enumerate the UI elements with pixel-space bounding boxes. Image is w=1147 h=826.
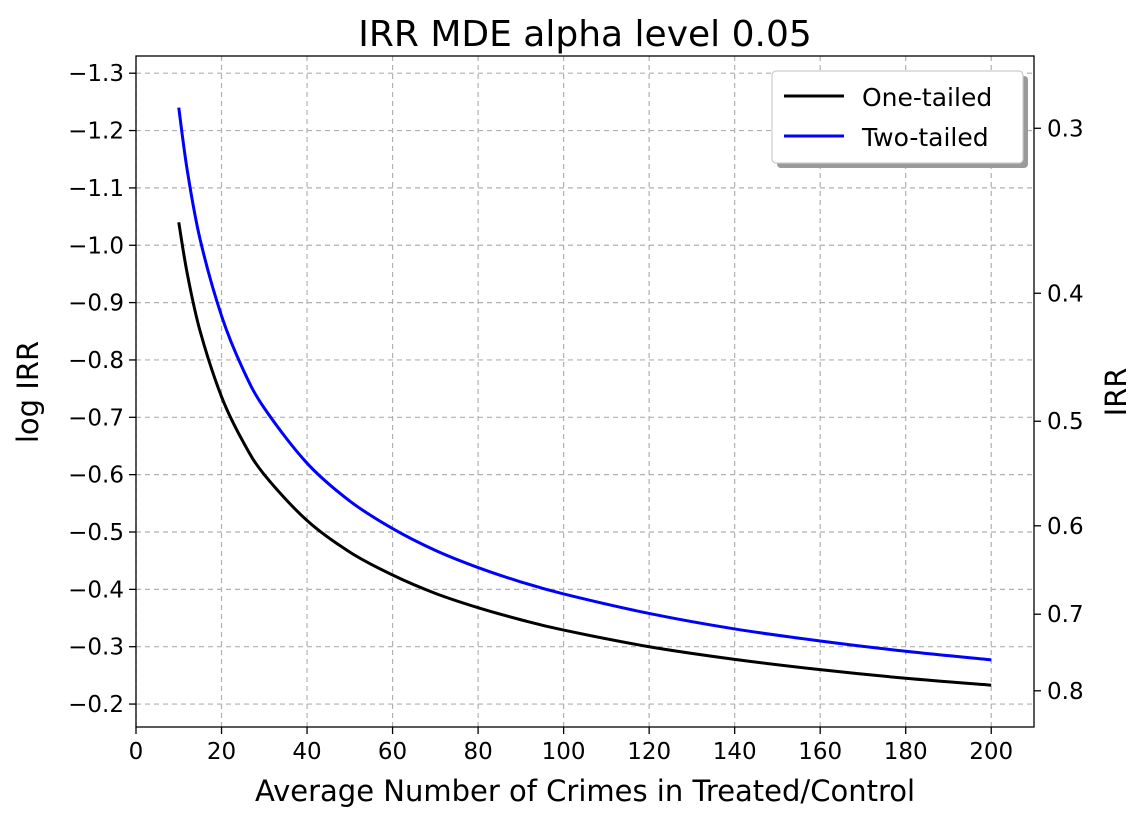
series-lines — [177, 107, 992, 687]
y-axis-label: log IRR — [11, 341, 45, 443]
series-line-one-tailed — [177, 222, 992, 687]
y-tick-label: −0.5 — [68, 520, 124, 546]
plot-frame — [135, 55, 1035, 728]
x-tick-label: 20 — [207, 739, 236, 765]
x-tick-label: 140 — [713, 739, 757, 765]
y-tick-label: −1.1 — [68, 176, 124, 202]
y-tick-label: −0.3 — [68, 635, 124, 661]
y-tick-label: −0.7 — [68, 405, 124, 431]
chart-title: IRR MDE alpha level 0.05 — [358, 14, 812, 55]
y-tick-label: −1.2 — [68, 119, 124, 145]
x-tick-label: 200 — [969, 739, 1013, 765]
legend-label-two-tailed: Two-tailed — [861, 123, 989, 152]
legend: One-tailed Two-tailed — [771, 70, 1028, 168]
series-line-two-tailed — [177, 107, 992, 662]
x-axis-label: Average Number of Crimes in Treated/Cont… — [255, 774, 915, 808]
x-tick-label: 100 — [542, 739, 586, 765]
legend-label-one-tailed: One-tailed — [862, 83, 992, 112]
y2-axis-label: IRR — [1099, 368, 1133, 417]
y2-tick-label: 0.6 — [1047, 514, 1084, 540]
legend-box — [771, 70, 1024, 164]
y-tick-label: −1.3 — [68, 61, 124, 87]
y-tick-label: −1.0 — [68, 233, 124, 259]
x-tick-label: 40 — [292, 739, 321, 765]
axis-ticks: 0 20 40 60 80 100 120 140 160 180 200 −0.2 −0.3 −0.4 −… — [68, 61, 1083, 765]
y-tick-label: −0.6 — [68, 463, 124, 489]
x-tick-label: 80 — [463, 739, 492, 765]
x-tick-label: 160 — [798, 739, 842, 765]
y2-tick-label: 0.7 — [1047, 602, 1084, 628]
x-tick-label: 0 — [129, 739, 144, 765]
y2-tick-label: 0.5 — [1047, 409, 1084, 435]
y-tick-label: −0.4 — [68, 577, 124, 603]
x-tick-label: 120 — [627, 739, 671, 765]
y2-tick-label: 0.8 — [1047, 679, 1084, 705]
x-tick-label: 60 — [378, 739, 407, 765]
y-tick-label: −0.9 — [68, 291, 124, 317]
y-tick-label: −0.8 — [68, 348, 124, 374]
y2-tick-label: 0.4 — [1047, 281, 1084, 307]
y-tick-label: −0.2 — [68, 692, 124, 718]
x-tick-label: 180 — [884, 739, 928, 765]
y2-tick-label: 0.3 — [1047, 116, 1084, 142]
